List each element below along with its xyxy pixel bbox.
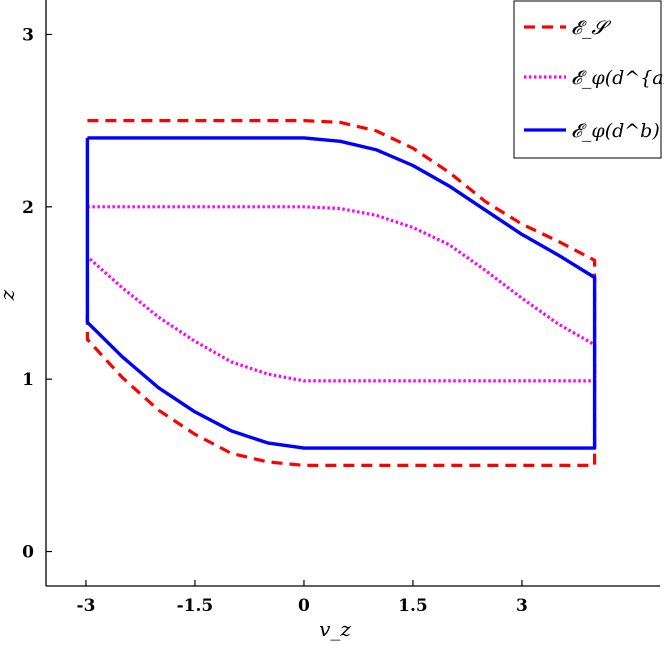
x-tick-label: 1.5 — [398, 596, 428, 616]
legend-box — [513, 0, 662, 159]
series-line-1 — [85, 119, 597, 467]
x-tick-label: -3 — [77, 596, 96, 616]
legend-label-series-1: 𝓔_𝓢 — [571, 17, 611, 39]
legend-label-series-3: 𝓔_φ(d^b) — [571, 120, 660, 142]
x-tick-label: 3 — [516, 596, 528, 616]
series-line-2 — [86, 205, 597, 383]
axes: -3 -1.5 0 1.5 3 0 1 2 3 — [22, 0, 660, 616]
y-tick-label: 0 — [22, 543, 34, 563]
x-tick-label: -1.5 — [177, 596, 214, 616]
plot-area — [85, 119, 597, 467]
y-axis-label: z — [0, 289, 19, 301]
y-tick-label: 1 — [22, 370, 34, 390]
y-tick-label: 2 — [22, 198, 34, 218]
legend-label-series-2: 𝓔_φ(d^{a2}) — [571, 67, 664, 89]
x-axis-label: v_z — [319, 617, 351, 641]
legend: 𝓔_𝓢 𝓔_φ(d^{a2}) 𝓔_φ(d^b) — [513, 0, 664, 159]
x-tick-label: 0 — [298, 596, 310, 616]
y-tick-label: 3 — [22, 25, 34, 45]
series-line-3 — [85, 136, 597, 450]
